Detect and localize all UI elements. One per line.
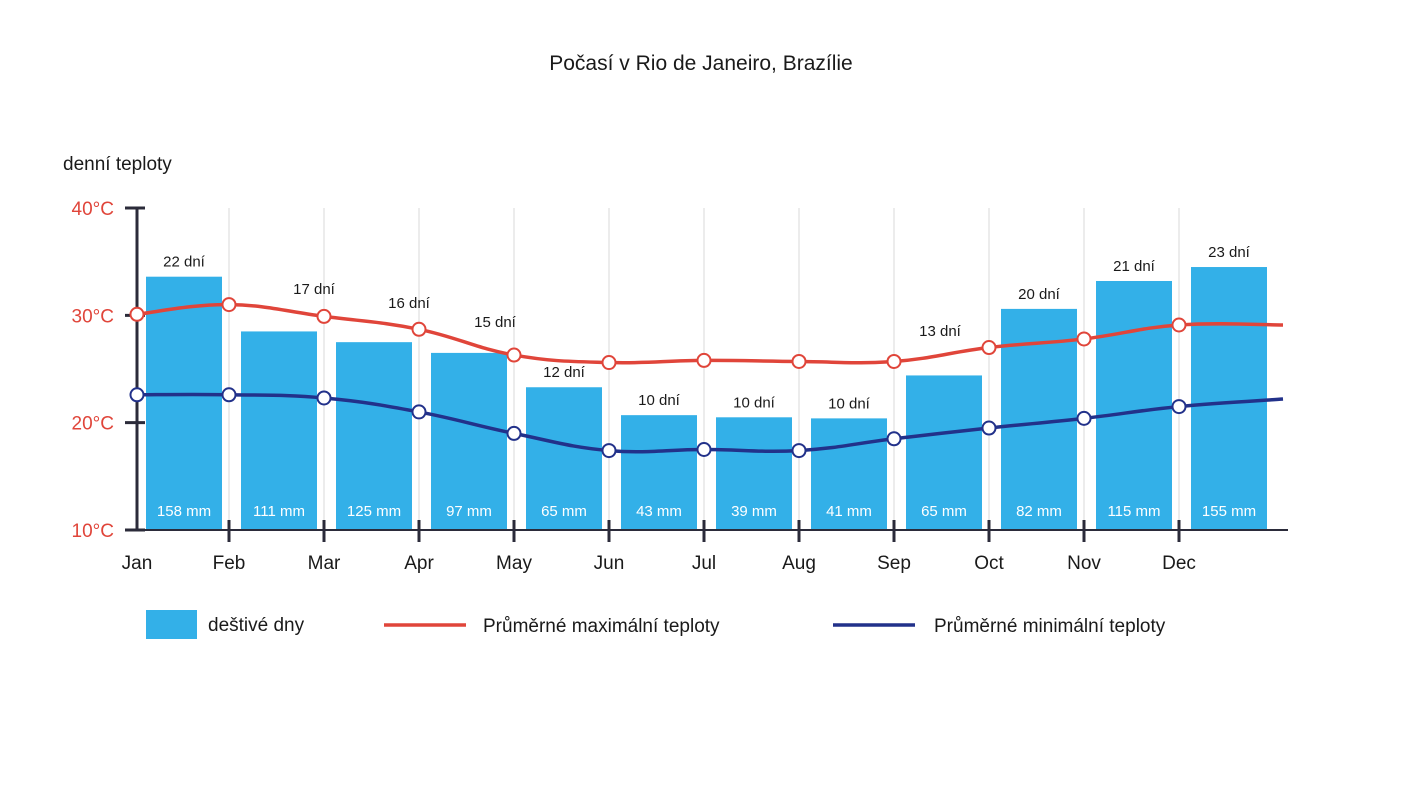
rain-bar (906, 375, 982, 530)
rain-bar (241, 331, 317, 530)
days-label: 21 dní (1113, 258, 1156, 275)
legend-label-max-temp: Průměrné maximální teploty (483, 616, 720, 637)
max-temp-point (129, 306, 145, 322)
days-label: 10 dní (733, 394, 776, 411)
x-tick-label: Feb (213, 553, 246, 574)
max-temp-point (696, 352, 712, 368)
rain-bar (431, 352, 507, 530)
rain-bar (1096, 280, 1172, 530)
temperature-lines (129, 297, 1284, 459)
days-label: 15 dní (474, 314, 517, 331)
y-tick-label: 40°C (72, 199, 114, 220)
x-tick-label: Sep (877, 553, 911, 574)
precipitation-label: 155 mm (1202, 503, 1256, 520)
days-label: 10 dní (828, 395, 871, 412)
min-temp-point (601, 443, 617, 459)
precipitation-label: 125 mm (347, 503, 401, 520)
rain-bar (1191, 267, 1267, 530)
rain-bar (336, 342, 412, 530)
legend-bar-swatch (146, 610, 197, 639)
max-temp-point (1076, 331, 1092, 347)
x-tick-label: May (496, 553, 532, 574)
chart-title: Počasí v Rio de Janeiro, Brazílie (549, 52, 852, 75)
min-temp-point (886, 431, 902, 447)
rain-bar (621, 415, 697, 530)
x-tick-label: Mar (308, 553, 341, 574)
max-temp-point (506, 347, 522, 363)
precipitation-label: 43 mm (636, 503, 682, 520)
max-temp-point (791, 353, 807, 369)
max-temp-point (411, 321, 427, 337)
precipitation-label: 65 mm (921, 503, 967, 520)
x-tick-label: Jul (692, 553, 716, 574)
precipitation-label: 65 mm (541, 503, 587, 520)
days-label: 16 dní (388, 295, 431, 312)
max-temp-point (1171, 317, 1187, 333)
days-label: 12 dní (543, 364, 586, 381)
precipitation-label: 39 mm (731, 503, 777, 520)
min-temp-point (696, 442, 712, 457)
x-tick-label: Nov (1067, 553, 1101, 574)
precipitation-label: 158 mm (157, 503, 211, 520)
y-tick-label: 20°C (72, 414, 114, 435)
min-temp-point (411, 404, 427, 420)
rain-bar (716, 417, 792, 530)
max-temp-point (601, 355, 617, 371)
y-tick-label: 30°C (72, 306, 114, 327)
x-tick-label: Jan (122, 553, 153, 574)
rain-bar (146, 276, 222, 530)
min-temp-point (791, 443, 807, 459)
days-label: 13 dní (919, 323, 962, 340)
min-temp-point (506, 425, 522, 441)
max-temp-point (886, 353, 902, 369)
x-tick-label: Aug (782, 553, 816, 574)
max-temp-point (981, 340, 997, 356)
days-label: 23 dní (1208, 244, 1251, 261)
precipitation-label: 115 mm (1107, 503, 1160, 520)
rain-bar (811, 418, 887, 530)
legend: deštivé dny Průměrné maximální teploty Prů… (146, 610, 1166, 639)
legend-label-min-temp: Průměrné minimální teploty (934, 616, 1166, 637)
y-axis-title: denní teploty (63, 154, 172, 175)
x-tick-label: Apr (404, 553, 434, 574)
days-label: 10 dní (638, 392, 681, 409)
min-temp-point (1076, 410, 1092, 426)
rain-bar (526, 387, 602, 530)
max-temp-point (316, 308, 332, 324)
max-temp-point (221, 297, 237, 313)
x-tick-label: Oct (974, 553, 1004, 574)
rainy-days-bars (146, 267, 1267, 530)
days-label: 17 dní (293, 281, 336, 298)
precipitation-label: 111 mm (253, 503, 305, 520)
min-temp-point (316, 390, 332, 406)
bar-labels: 22 dní 158 mm 17 dní 111 mm 16 dní 125 mm 15 d… (157, 244, 1256, 520)
x-tick-label: Dec (1162, 553, 1196, 574)
days-label: 20 dní (1018, 286, 1061, 303)
axes: 10°C 20°C 30°C 40°C Jan Feb Mar Apr May Jun Jul Aug… (72, 199, 1288, 574)
legend-label-rainy-days: deštivé dny (208, 615, 305, 636)
min-temp-point (981, 420, 997, 436)
min-temp-point (221, 387, 237, 403)
min-temp-point (1171, 399, 1187, 415)
precipitation-label: 41 mm (826, 503, 872, 520)
precipitation-label: 82 mm (1016, 503, 1062, 520)
days-label: 22 dní (163, 254, 206, 271)
min-temp-point (129, 387, 145, 403)
y-tick-label: 10°C (72, 521, 114, 542)
precipitation-label: 97 mm (446, 503, 492, 520)
x-tick-label: Jun (594, 553, 625, 574)
